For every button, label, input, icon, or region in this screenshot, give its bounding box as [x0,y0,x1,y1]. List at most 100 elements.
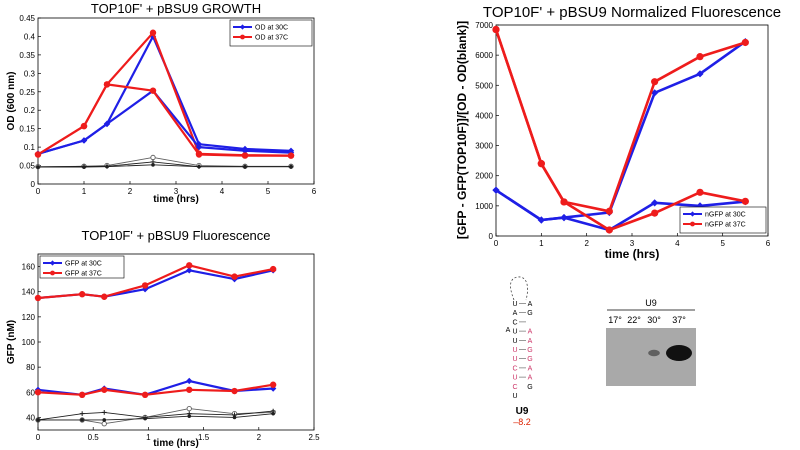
x-tick-label: 2 [128,187,133,196]
data-point [103,120,111,128]
legend-marker [49,260,56,266]
data-point [241,147,249,154]
legend-label: OD at 37C [255,35,288,42]
y-axis-label: OD (600 nm) [6,72,17,131]
lane-label: 22° [627,315,641,325]
y-tick-label: 0 [31,180,36,189]
rna-base-right: A [528,375,533,382]
data-point [101,421,107,427]
blot-band [648,349,660,357]
western-blot: U9 17° 22° 30° 37° [606,298,696,386]
x-axis-label: time (hrs) [153,438,199,449]
legend-box [229,19,313,47]
growth-chart: TOP10F' + pBSU9 GROWTH time (hrs) OD (60… [6,1,317,205]
data-point [195,151,203,158]
rna-base-left: U [512,301,517,308]
data-point [696,70,704,78]
x-tick-label: 1 [539,239,544,248]
legend-marker [50,270,55,276]
data-point [231,273,238,280]
x-tick-label: 1.5 [198,433,210,442]
legend-label: nGFP at 37C [705,222,746,229]
x-tick-label: 1 [82,187,87,196]
legend-label: OD at 30C [255,25,288,32]
data-point [605,226,613,234]
rna-base-left: U [512,338,517,345]
lane-label: 37° [672,315,686,325]
x-axis-label: time (hrs) [153,194,199,205]
loop [510,276,528,301]
data-point [271,411,275,416]
blot-band [666,345,692,361]
series-marks [34,29,295,170]
x-tick-label: 0 [36,433,41,442]
data-point [492,25,500,34]
y-tick-label: 6000 [475,51,493,60]
data-point [696,53,704,61]
data-point [243,164,247,169]
lane-label: 17° [608,315,622,325]
data-point [34,151,42,158]
data-point [537,216,545,224]
legend: GFP at 30C GFP at 37C [39,255,125,279]
rna-base-right: A [528,329,533,336]
chart-title: TOP10F' + pBSU9 GROWTH [91,1,261,16]
plot-frame [37,253,315,431]
series-marks [492,25,749,234]
data-point [101,410,107,415]
data-point [149,33,157,40]
data-point [741,38,749,47]
data-point [651,78,659,86]
x-tick-label: 2 [584,239,589,248]
axis-ticks: 0 1 2 3 4 5 6 0 0.05 0.1 0.15 0.2 0.25 0.3 0.35 0.4 0.45 [19,14,316,196]
blot-bands [648,345,692,361]
data-point [149,87,157,94]
legend-marker [689,211,696,217]
series-marks [34,262,277,427]
x-tick-label: 5 [266,187,271,196]
y-tick-label: 0.3 [24,69,36,78]
axis-ticks: 0 1 2 3 4 5 6 0 1000 2000 3000 4000 5000 6000 7000 [475,21,771,248]
rna-base-right: G [527,384,532,391]
x-tick-label: 4 [220,187,225,196]
x-tick-label: 5 [720,239,725,248]
x-tick-label: 1 [146,433,151,442]
y-tick-label: 2000 [475,172,493,181]
y-tick-label: 1000 [475,202,493,211]
data-point [195,143,203,151]
x-tick-label: 3 [630,239,635,248]
y-tick-label: 140 [22,288,36,297]
data-point [560,214,568,222]
rna-base-right: A [528,338,533,345]
data-point [232,415,237,420]
rna-base-left: C [512,384,517,391]
legend-marker [239,24,246,30]
rna-base-left: U [512,329,517,336]
y-tick-label: 80 [26,363,35,372]
data-point [34,294,42,302]
data-point [187,414,192,418]
lane-label: 30° [647,315,661,325]
y-tick-label: 0.05 [19,162,35,171]
y-tick-label: 0.2 [24,106,36,115]
data-point [141,282,149,289]
legend-marker [240,34,245,40]
y-tick-label: 3000 [475,142,493,151]
y-tick-label: 5000 [475,81,493,90]
rna-base-left: U [512,393,517,400]
y-axis-label: GFP (nM) [6,320,17,364]
hairpin-label: U9 [516,406,529,417]
x-tick-label: 6 [312,187,317,196]
data-point [186,262,193,269]
data-point [105,164,109,169]
data-point [101,293,108,300]
data-point [186,377,193,385]
data-point [537,160,545,168]
y-tick-label: 0.1 [24,143,36,152]
data-point [150,154,156,161]
data-point [79,411,85,417]
data-point [149,29,157,36]
x-tick-label: 3 [174,187,179,196]
